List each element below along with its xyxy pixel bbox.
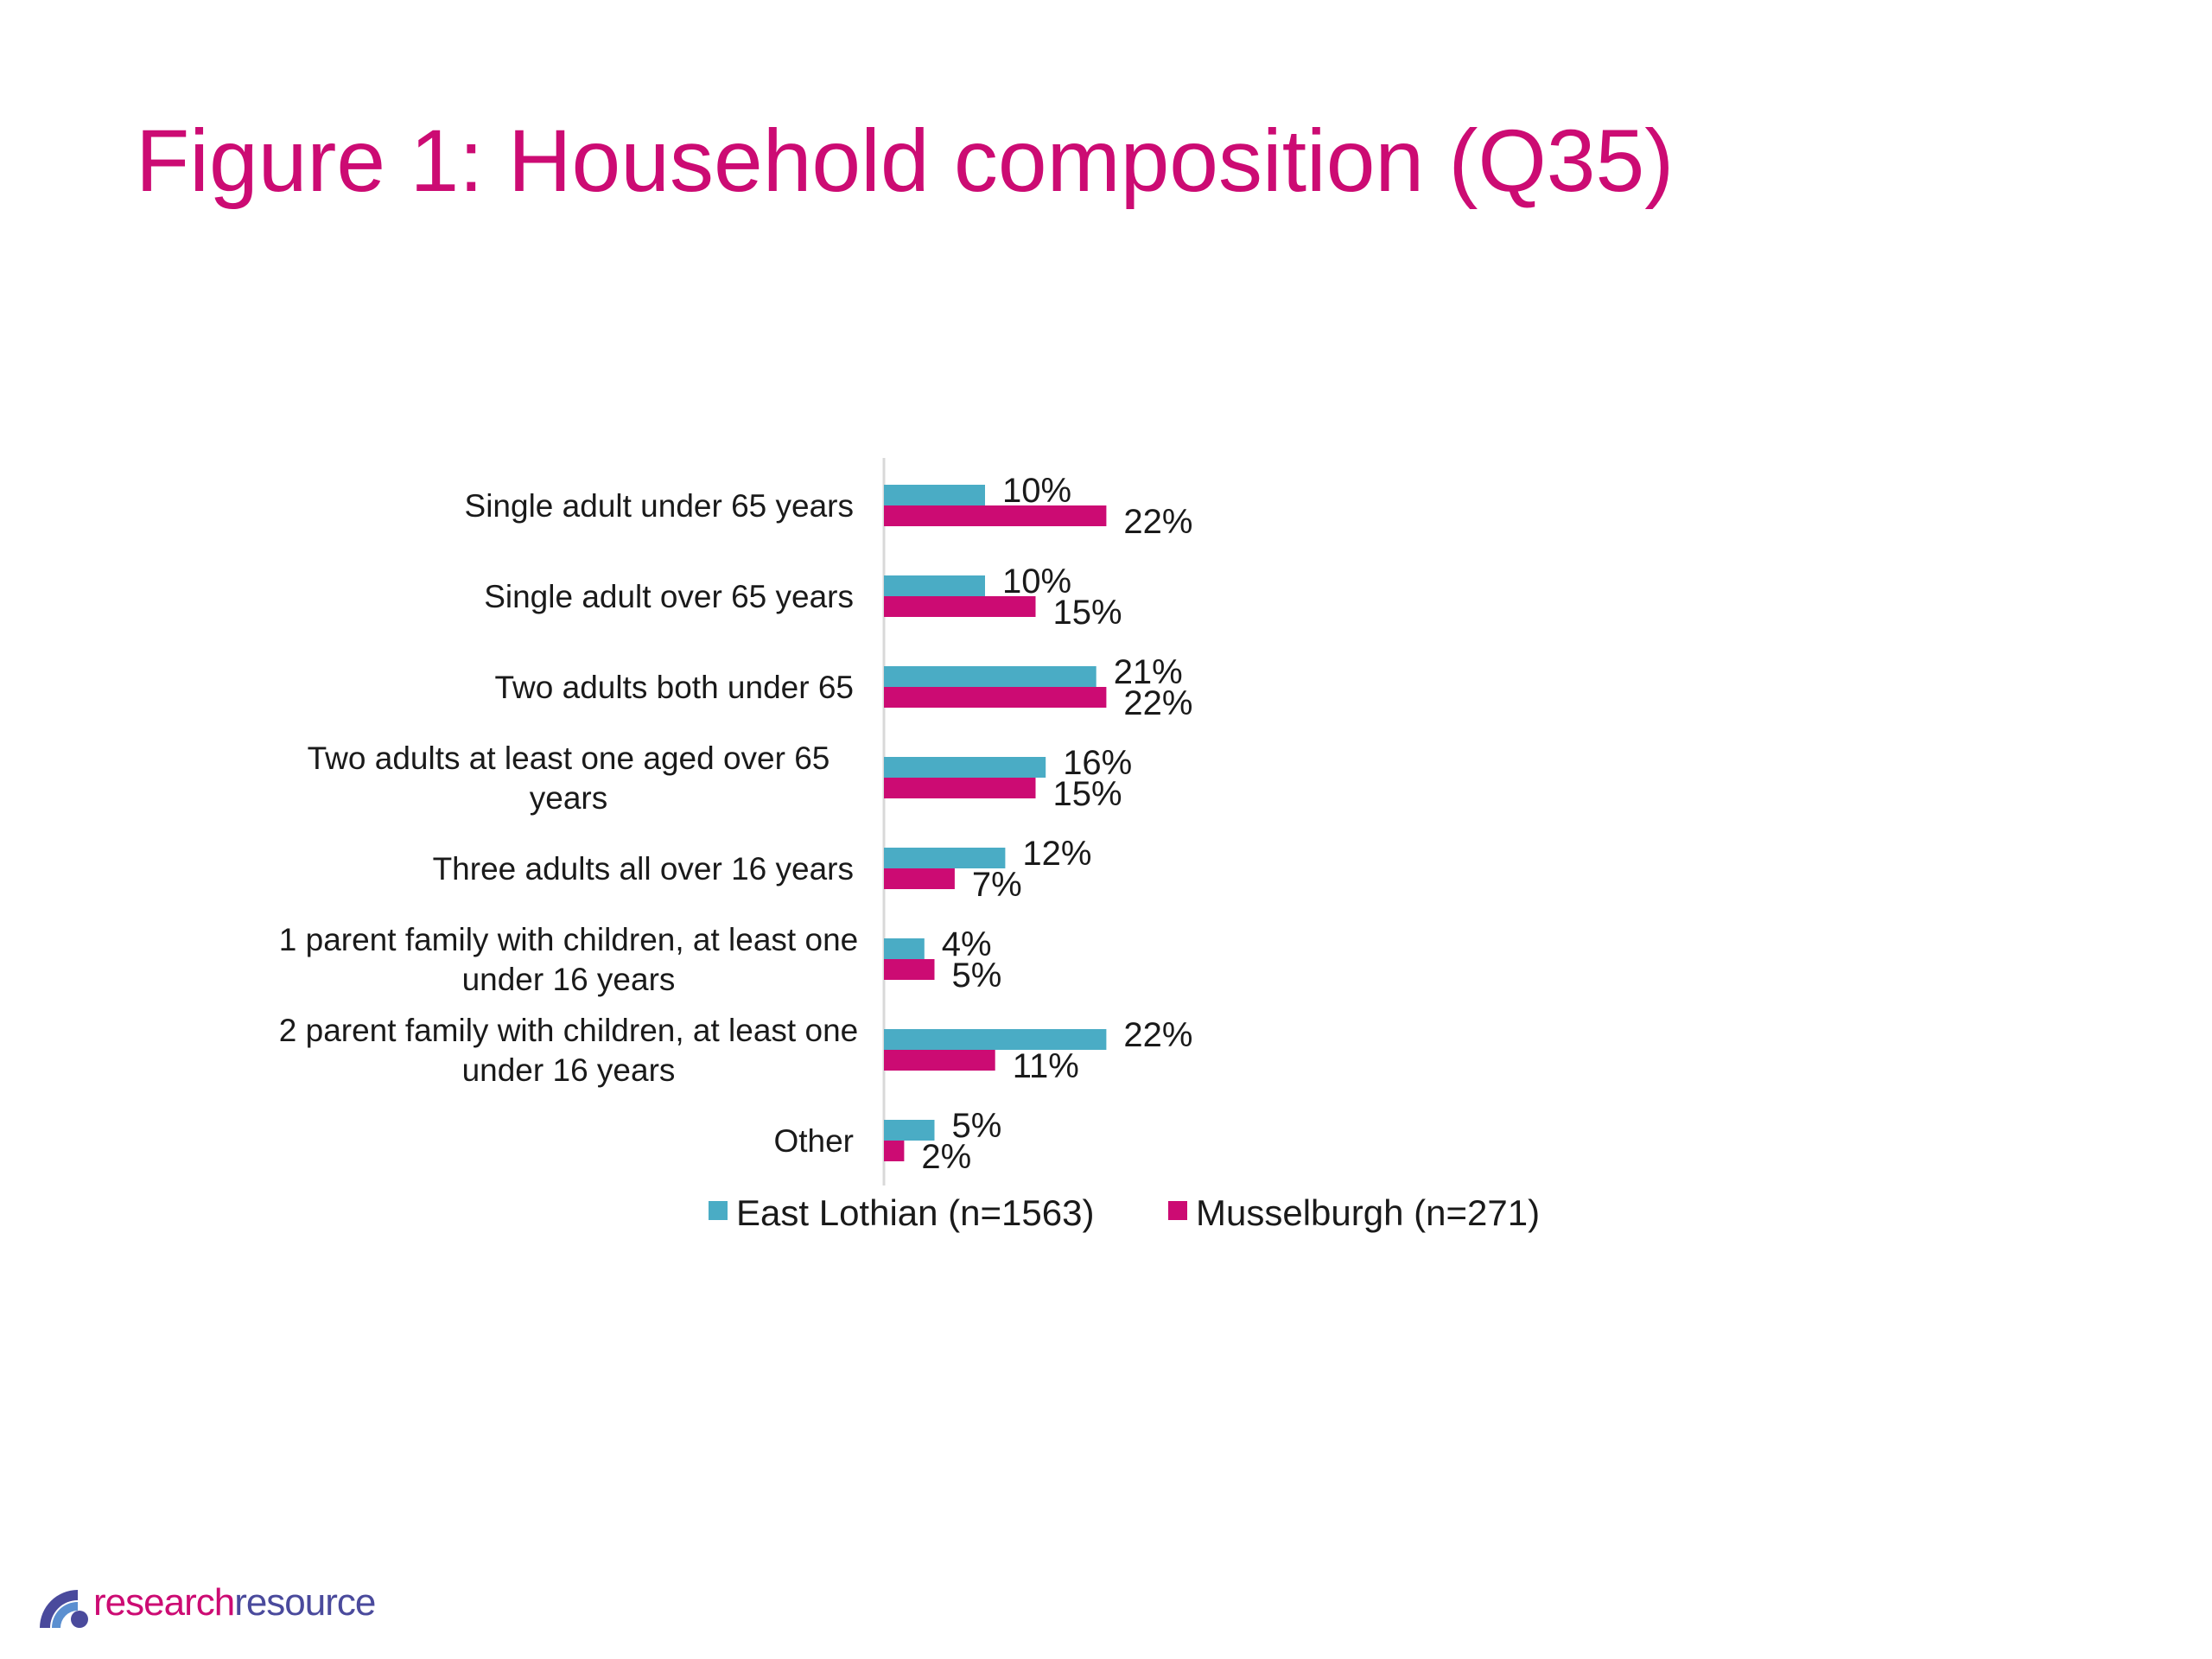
category-label: Single adult under 65 years (465, 488, 854, 524)
bar-musselburgh (884, 868, 955, 889)
bar-east-lothian (884, 1120, 935, 1141)
bar-east-lothian (884, 1029, 1107, 1050)
bar-musselburgh (884, 778, 1036, 798)
data-label: 22% (1123, 684, 1192, 722)
data-label: 22% (1123, 1016, 1192, 1054)
data-label: 5% (952, 957, 1002, 995)
legend-swatch (709, 1201, 728, 1220)
logo-arc-icon (40, 1590, 88, 1628)
category-label-line: under 16 years (462, 1052, 676, 1088)
data-label: 10% (1002, 563, 1071, 601)
bar-musselburgh (884, 1141, 905, 1161)
bar-chart: Single adult under 65 years 10% 22% Single … (279, 458, 1540, 1233)
category-label-line: Two adults both under 65 (494, 670, 854, 705)
data-label: 10% (1002, 472, 1071, 510)
data-label: 15% (1053, 775, 1122, 813)
category-label: Single adult over 65 years (484, 579, 854, 614)
bar-musselburgh (884, 687, 1107, 708)
data-label: 15% (1053, 594, 1122, 632)
logo-text: researchresource (93, 1581, 376, 1624)
data-label: 22% (1123, 503, 1192, 541)
legend-label: East Lothian (n=1563) (736, 1192, 1094, 1233)
data-label: 11% (1013, 1047, 1079, 1085)
bar-east-lothian (884, 666, 1096, 687)
data-label: 5% (952, 1107, 1002, 1145)
bar-east-lothian (884, 848, 1006, 868)
category-label-line: Single adult under 65 years (465, 488, 854, 524)
data-label: 21% (1114, 653, 1183, 691)
legend-swatch (1168, 1201, 1187, 1220)
bar-east-lothian (884, 485, 985, 505)
data-label: 2% (921, 1138, 971, 1176)
category-label-line: Three adults all over 16 years (433, 851, 854, 887)
logo-text-resource: resource (234, 1581, 376, 1624)
page-title: Figure 1: Household composition (Q35) (136, 111, 1675, 210)
bar-musselburgh (884, 959, 935, 980)
category-label-line: 1 parent family with children, at least … (279, 922, 858, 957)
category-label: 1 parent family with children, at least … (279, 922, 858, 997)
legend-label: Musselburgh (n=271) (1196, 1192, 1540, 1233)
bar-east-lothian (884, 757, 1046, 778)
logo-text-research: research (93, 1581, 235, 1624)
category-label-line: Single adult over 65 years (484, 579, 854, 614)
category-label-line: Two adults at least one aged over 65 (308, 741, 830, 776)
bar-musselburgh (884, 1050, 995, 1071)
data-label: 7% (972, 866, 1022, 904)
bar-musselburgh (884, 596, 1036, 617)
data-label: 4% (942, 925, 992, 963)
category-label-line: 2 parent family with children, at least … (279, 1013, 858, 1048)
category-label: 2 parent family with children, at least … (279, 1013, 858, 1088)
category-label-line: Other (773, 1123, 854, 1159)
category-label: Three adults all over 16 years (433, 851, 854, 887)
category-label: Two adults both under 65 (494, 670, 854, 705)
category-label-line: under 16 years (462, 962, 676, 997)
category-label: Two adults at least one aged over 65 year… (308, 741, 830, 816)
research-resource-logo: researchresource (35, 1564, 376, 1642)
bar-east-lothian (884, 938, 925, 959)
category-label-line: years (530, 780, 607, 816)
bar-east-lothian (884, 575, 985, 596)
data-label: 16% (1063, 744, 1132, 782)
bar-musselburgh (884, 505, 1107, 526)
category-label: Other (773, 1123, 854, 1159)
data-label: 12% (1022, 835, 1091, 873)
